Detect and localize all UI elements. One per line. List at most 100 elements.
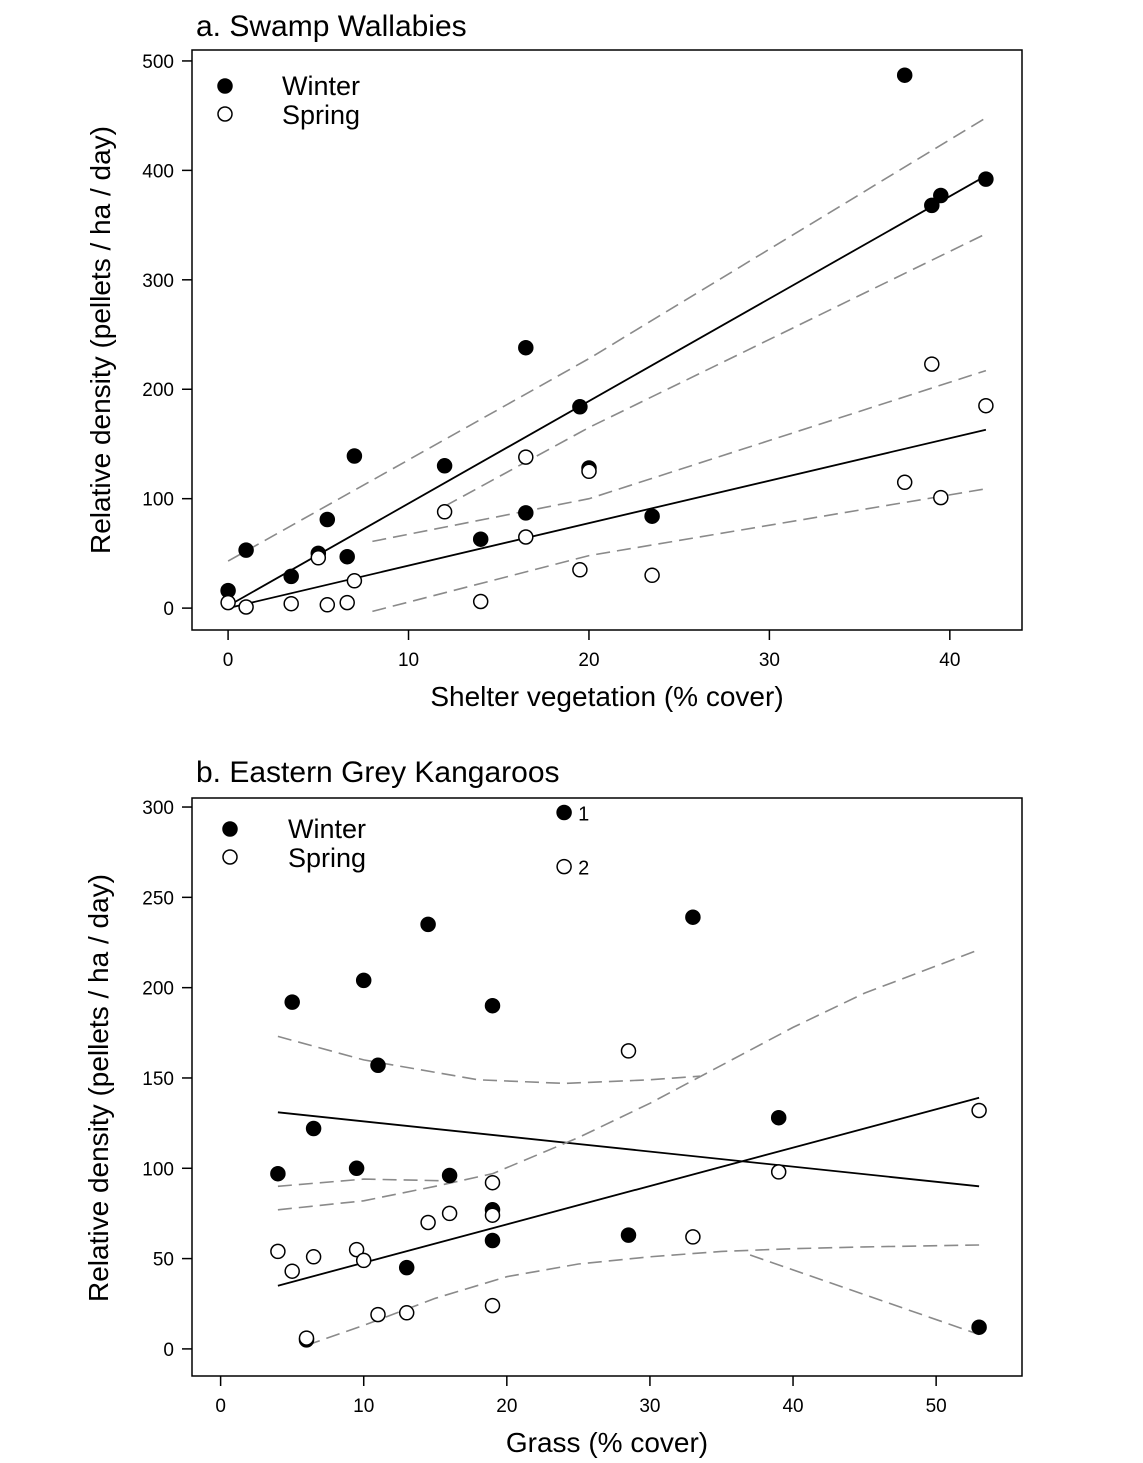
x-tick-label: 40 <box>939 650 960 671</box>
winter-regression-line <box>227 175 987 607</box>
spring-data-point <box>933 489 949 506</box>
y-tick-label: 50 <box>153 1250 174 1271</box>
legend-winter-marker <box>217 78 233 94</box>
y-axis-ticks: 0 50 100 150 200 250 300 <box>142 798 192 1361</box>
spring-data-point <box>896 474 913 491</box>
spring-confidence-band <box>372 488 987 613</box>
spring-regression-line <box>227 428 987 609</box>
spring-data-point <box>436 504 453 520</box>
legend-winter-label: Winter <box>288 814 366 844</box>
winter-data-point <box>685 909 701 925</box>
chart-title: a. Swamp Wallabies <box>196 10 467 43</box>
spring-confidence-band <box>306 1244 980 1347</box>
legend-winter-marker <box>222 821 238 837</box>
winter-data-point <box>355 972 372 989</box>
panel-swamp-wallabies: a. Swamp Wallabies 0 10 20 30 40 0 100 200 300 4… <box>85 10 1023 712</box>
winter-confidence-band <box>444 233 987 508</box>
winter-data-point <box>398 1259 415 1276</box>
x-axis-ticks: 0 10 20 30 40 <box>223 630 960 671</box>
winter-data-point <box>238 542 254 558</box>
spring-confidence-band <box>372 369 987 543</box>
winter-data-point <box>971 1319 987 1335</box>
spring-data-point <box>339 594 355 611</box>
x-axis-ticks: 0 10 20 30 40 50 <box>215 1376 947 1417</box>
spring-data-point <box>220 594 236 611</box>
y-tick-label: 0 <box>163 599 174 620</box>
x-tick-label: 0 <box>223 650 234 671</box>
winter-data-point <box>978 171 994 187</box>
spring-data-point <box>770 1164 787 1180</box>
spring-data-point <box>346 573 363 589</box>
spring-data-point <box>472 593 489 610</box>
x-tick-label: 20 <box>496 1396 517 1417</box>
spring-data-point <box>270 1243 286 1260</box>
winter-data-point <box>283 568 299 585</box>
winter-confidence-band <box>277 1178 450 1188</box>
spring-data-point <box>971 1102 987 1119</box>
legend-spring-label: Spring <box>288 843 366 873</box>
y-tick-label: 300 <box>142 271 174 292</box>
legend: Winter Spring <box>217 71 360 130</box>
spring-data-point <box>310 550 327 566</box>
spring-data-point <box>518 449 534 465</box>
winter-confidence-band <box>749 1254 980 1336</box>
winter-data-point <box>472 531 489 547</box>
x-axis-label: Shelter vegetation (% cover) <box>430 681 783 712</box>
winter-data-point <box>339 548 355 565</box>
x-tick-label: 30 <box>639 1396 660 1417</box>
spring-regression-line <box>277 1096 980 1287</box>
spring-data-point <box>644 567 660 584</box>
spring-data-point <box>484 1174 501 1191</box>
winter-data-point <box>620 1227 637 1243</box>
spring-data-point <box>572 562 588 578</box>
plot-marks <box>220 67 994 615</box>
winter-data-point <box>484 1232 501 1249</box>
y-axis-ticks: 0 100 200 300 400 500 <box>142 52 192 620</box>
x-tick-label: 10 <box>353 1396 374 1417</box>
spring-data-point <box>441 1205 458 1222</box>
x-tick-label: 30 <box>759 650 780 671</box>
y-tick-label: 500 <box>142 52 174 73</box>
annotation-marker <box>556 804 572 821</box>
plot-marks: 12 <box>270 804 987 1348</box>
x-tick-label: 50 <box>926 1396 947 1417</box>
x-tick-label: 10 <box>398 650 419 671</box>
y-tick-label: 250 <box>142 888 174 909</box>
chart-title: b. Eastern Grey Kangaroos <box>196 756 560 789</box>
panel-eastern-grey-kangaroos: b. Eastern Grey Kangaroos 12 0 10 20 30 40 50… <box>83 756 1023 1458</box>
annotation-label: 2 <box>578 858 589 880</box>
y-tick-label: 150 <box>142 1069 174 1090</box>
y-tick-label: 100 <box>142 490 174 511</box>
plot-frame <box>191 797 1023 1377</box>
winter-data-point <box>270 1165 286 1182</box>
winter-data-point <box>770 1109 787 1126</box>
winter-data-point <box>441 1167 458 1184</box>
legend: Winter Spring <box>222 814 366 873</box>
winter-data-point <box>284 994 300 1010</box>
x-axis-label: Grass (% cover) <box>506 1427 708 1458</box>
annotation-marker <box>556 858 572 875</box>
winter-data-point <box>370 1057 386 1074</box>
spring-data-point <box>685 1229 701 1245</box>
plot-frame <box>191 49 1023 631</box>
y-axis-label: Relative density (pellets / ha / day) <box>85 126 116 554</box>
spring-data-point <box>924 356 940 372</box>
spring-data-point <box>484 1207 501 1223</box>
winter-confidence-band <box>277 1035 701 1085</box>
y-axis-label: Relative density (pellets / ha / day) <box>83 874 114 1302</box>
x-tick-label: 20 <box>578 650 599 671</box>
winter-data-point <box>518 505 534 521</box>
legend-spring-marker <box>222 849 238 865</box>
winter-data-point <box>348 1160 365 1177</box>
spring-data-point <box>298 1330 315 1346</box>
winter-data-point <box>420 916 436 933</box>
spring-data-point <box>398 1305 415 1321</box>
winter-regression-line <box>277 1111 980 1188</box>
spring-data-point <box>518 529 534 545</box>
spring-data-point <box>978 397 994 414</box>
spring-data-point <box>420 1214 436 1231</box>
y-tick-label: 300 <box>142 798 174 819</box>
spring-data-point <box>283 595 299 612</box>
y-tick-label: 200 <box>142 979 174 1000</box>
